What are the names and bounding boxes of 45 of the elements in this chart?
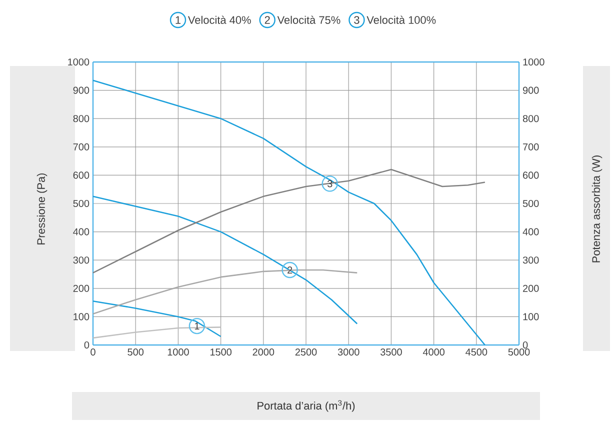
x-tick-label: 2500 <box>295 348 317 356</box>
x-tick-label: 3000 <box>338 348 360 356</box>
y2-tick-label: 100 <box>523 313 539 320</box>
y-axis-title: Pressione (Pa) <box>36 173 48 244</box>
annotation: 1 <box>194 322 200 330</box>
y-tick-label: 200 <box>73 284 90 292</box>
y-tick-label: 300 <box>73 256 90 264</box>
legend-label: Velocità 40% <box>188 16 251 24</box>
text: 3 <box>354 16 360 24</box>
x-tick-label: 5000 <box>508 348 530 356</box>
x-tick-label: 1000 <box>168 348 189 356</box>
y2-tick-label: 300 <box>522 256 539 264</box>
y2-tick-label: 1000 <box>523 58 544 66</box>
legend-label: Velocità 75% <box>277 16 340 24</box>
x-tick-label: 500 <box>128 348 144 356</box>
y2-axis-title: Potenza assorbita (W) <box>592 155 602 262</box>
y2-tick-label: 600 <box>523 172 539 179</box>
line-series <box>92 80 486 346</box>
y-tick-label: 500 <box>73 200 90 208</box>
y-tick-label: 600 <box>73 172 90 179</box>
y2-tick-label: 0 <box>522 341 528 349</box>
y-tick-label: 100 <box>74 313 90 320</box>
y-tick-label: 800 <box>73 115 90 122</box>
y2-tick-label: 200 <box>523 284 539 292</box>
y-tick-label: 700 <box>73 143 90 150</box>
y2-tick-label: 900 <box>522 86 539 94</box>
legend-label: Velocità 100% <box>366 16 436 24</box>
x-tick-label: 4000 <box>422 348 444 356</box>
y2-tick-label: 400 <box>522 228 539 236</box>
x-tick-label: 2000 <box>252 348 274 356</box>
x-tick-label: 3500 <box>380 348 402 356</box>
y-tick-label: 900 <box>73 86 90 94</box>
y2-tick-label: 500 <box>522 200 539 208</box>
x-axis-title: Portata d’aria (m$^{3}$/h) <box>258 400 355 412</box>
y2-tick-label: 800 <box>522 115 539 122</box>
text: 2 <box>264 16 270 24</box>
line-series <box>92 300 222 338</box>
text: 1 <box>176 16 181 24</box>
x-tick-label: 0 <box>90 348 96 356</box>
y-tick-label: 0 <box>84 341 90 349</box>
x-tick-label: 4500 <box>466 348 488 356</box>
y-tick-label: 400 <box>73 228 90 236</box>
y2-tick-label: 700 <box>523 143 539 150</box>
x-tick-label: 1500 <box>210 348 232 356</box>
y-tick-label: 1000 <box>68 58 90 66</box>
